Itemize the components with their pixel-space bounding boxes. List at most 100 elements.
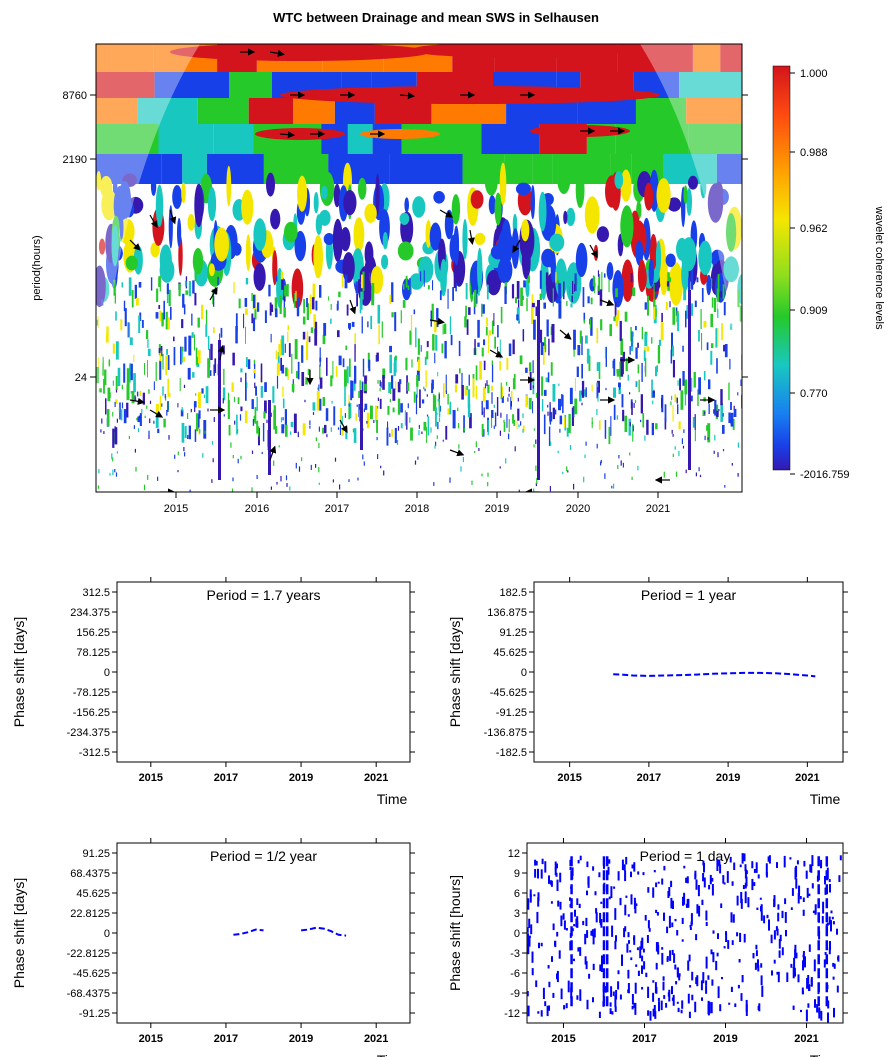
wtc-streak xyxy=(482,304,485,314)
wtc-phase-arrow xyxy=(269,49,285,57)
wtc-sparse-dot xyxy=(389,433,391,437)
wtc-sparse-dot xyxy=(211,441,214,445)
wtc-streak xyxy=(682,371,685,386)
wtc-blob xyxy=(364,203,377,223)
wtc-streak xyxy=(625,358,628,372)
wtc-streak xyxy=(173,336,175,342)
wtc-blob xyxy=(494,192,502,226)
wtc-streak xyxy=(589,318,591,325)
wtc-streak xyxy=(400,310,402,324)
wtc-streak xyxy=(245,372,247,388)
wtc-streak xyxy=(302,423,306,436)
wtc-streak xyxy=(617,310,620,321)
wtc-streak xyxy=(723,302,726,316)
wtc-band-cell xyxy=(321,124,348,154)
wtc-streak xyxy=(256,396,258,411)
wtc-streak xyxy=(455,374,459,384)
wtc-streak xyxy=(621,394,624,408)
wtc-streak xyxy=(185,290,189,295)
wtc-streak xyxy=(566,427,569,437)
wtc-streak xyxy=(619,361,621,380)
wtc-blob xyxy=(159,257,175,283)
wtc-x-tick-label: 2019 xyxy=(485,503,509,515)
wtc-streak xyxy=(511,284,515,299)
wtc-sparse-dot xyxy=(535,465,537,471)
wtc-streak xyxy=(690,303,693,316)
wtc-streak xyxy=(369,272,371,281)
wtc-streak xyxy=(555,272,557,283)
wtc-streak xyxy=(115,399,118,404)
wtc-streak xyxy=(512,378,516,390)
wtc-sparse-dot xyxy=(223,414,225,417)
wtc-sparse-dot xyxy=(672,434,674,437)
wtc-blob xyxy=(333,183,341,208)
wtc-streak xyxy=(106,409,110,427)
wtc-streak xyxy=(310,327,314,333)
wtc-streak xyxy=(117,367,121,386)
wtc-streak xyxy=(708,379,711,390)
wtc-streak xyxy=(477,319,480,338)
wtc-streak xyxy=(445,374,447,393)
wtc-dark-streak xyxy=(688,290,691,470)
wtc-sparse-dot xyxy=(116,451,118,454)
wtc-red-band xyxy=(410,44,630,58)
wtc-streak xyxy=(405,275,408,288)
wtc-streak xyxy=(325,408,329,421)
wtc-streak xyxy=(570,303,573,308)
wtc-streak xyxy=(525,395,528,408)
wtc-blob xyxy=(440,258,447,297)
wtc-streak xyxy=(483,339,486,346)
wtc-sparse-dot xyxy=(535,439,537,444)
wtc-streak xyxy=(672,307,676,325)
wtc-streak xyxy=(730,412,734,427)
wtc-streak xyxy=(393,362,396,377)
wtc-sparse-dot xyxy=(121,402,124,409)
wtc-streak xyxy=(344,386,346,406)
wtc-sparse-dot xyxy=(177,470,179,473)
wtc-sparse-dot xyxy=(326,434,328,438)
wtc-streak xyxy=(106,326,109,343)
wtc-streak xyxy=(624,415,628,432)
wtc-sparse-dot xyxy=(699,474,702,478)
colorbar-tick-label: -2016.759 xyxy=(800,469,850,481)
wtc-streak xyxy=(284,409,287,429)
wtc-streak xyxy=(306,341,309,361)
wtc-streak xyxy=(447,288,449,309)
wtc-sparse-dot xyxy=(671,429,673,434)
wtc-blob xyxy=(515,182,532,196)
wtc-sparse-dot xyxy=(517,397,519,402)
wtc-streak xyxy=(97,357,99,371)
wtc-streak xyxy=(437,422,439,430)
wtc-streak xyxy=(410,287,412,295)
wtc-sparse-dot xyxy=(232,477,234,482)
wtc-streak xyxy=(424,356,427,365)
wtc-streak xyxy=(155,312,159,319)
wtc-streak xyxy=(389,345,392,353)
panel-x-tick-label: 2019 xyxy=(289,1033,313,1045)
wtc-streak xyxy=(253,415,255,423)
wtc-sparse-dot xyxy=(377,406,379,409)
wtc-streak xyxy=(178,283,181,297)
wtc-phase-arrow xyxy=(129,239,141,251)
wtc-blob xyxy=(125,255,138,271)
wtc-streak xyxy=(192,372,195,378)
wtc-streak xyxy=(543,302,546,309)
wtc-streak xyxy=(339,425,341,435)
wtc-band-cell xyxy=(532,154,553,184)
wtc-streak xyxy=(732,419,735,430)
wtc-streak xyxy=(513,420,516,426)
wtc-sparse-dot xyxy=(474,451,476,453)
wtc-streak xyxy=(400,423,403,429)
wtc-streak xyxy=(682,345,684,352)
wtc-blob xyxy=(96,265,106,308)
wtc-streak xyxy=(306,331,309,346)
wtc-streak xyxy=(302,331,306,340)
wtc-sparse-dot xyxy=(190,408,192,413)
wtc-sparse-dot xyxy=(584,454,586,459)
wtc-streak xyxy=(630,273,633,283)
wtc-streak xyxy=(205,324,208,337)
wtc-streak xyxy=(491,360,493,366)
wtc-sparse-dot xyxy=(377,380,379,384)
wtc-sparse-dot xyxy=(114,469,116,473)
wtc-streak xyxy=(512,414,515,424)
